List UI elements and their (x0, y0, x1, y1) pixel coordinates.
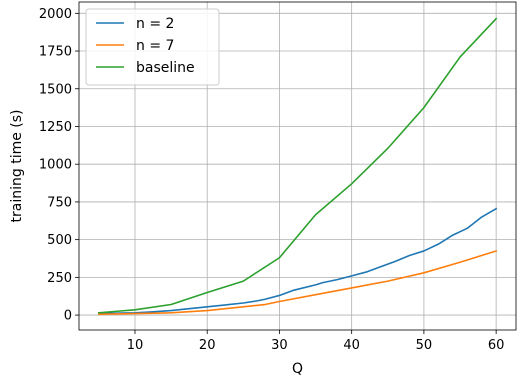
legend-label: n = 2 (136, 16, 174, 32)
y-tick-label: 2000 (39, 7, 72, 22)
x-tick-label: 20 (199, 338, 216, 353)
legend-box (85, 8, 220, 86)
y-tick-label: 500 (47, 233, 72, 248)
y-tick-label: 1250 (39, 120, 72, 135)
x-tick-label: 60 (488, 338, 505, 353)
y-tick-label: 1500 (39, 82, 72, 97)
y-axis-ticks: 0 250 500 750 1000 1250 1500 1750 2000 (39, 7, 79, 324)
legend: n = 2 n = 7 baseline (85, 8, 220, 86)
series-line-3 (97, 17, 498, 314)
y-tick-label: 250 (47, 271, 72, 286)
x-tick-label: 30 (271, 338, 288, 353)
y-tick-label: 1750 (39, 45, 72, 60)
x-tick-label: 50 (416, 338, 433, 353)
x-axis-ticks: 10 20 30 40 50 60 (127, 330, 505, 353)
grid (79, 2, 516, 330)
series-line-1 (98, 207, 498, 315)
x-tick-label: 10 (127, 338, 144, 353)
series-line-2 (98, 249, 498, 316)
y-axis-label: training time (s) (9, 110, 25, 223)
series-lines (97, 17, 498, 316)
plot-frame (78, 1, 517, 331)
legend-label: baseline (136, 60, 195, 76)
y-tick-label: 750 (47, 195, 72, 210)
y-tick-label: 1000 (39, 158, 72, 173)
x-tick-label: 40 (343, 338, 360, 353)
x-axis-label: Q (292, 361, 303, 377)
legend-label: n = 7 (136, 38, 174, 54)
y-tick-label: 0 (64, 309, 72, 324)
